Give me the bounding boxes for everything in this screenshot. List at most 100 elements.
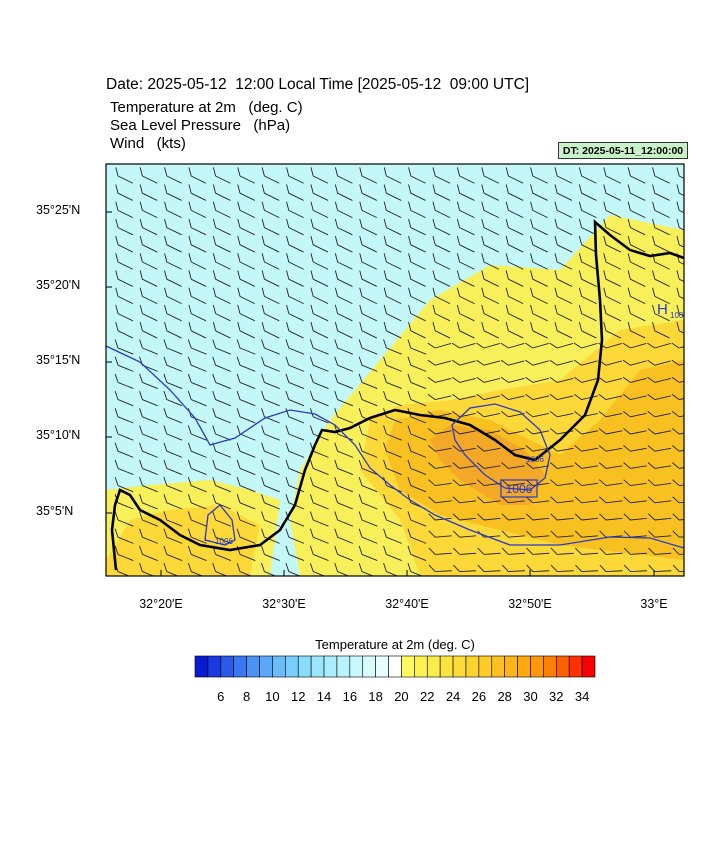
wind-barb bbox=[164, 184, 182, 201]
wind-barb bbox=[310, 304, 329, 322]
wind-barb bbox=[501, 462, 525, 469]
wind-barb bbox=[432, 322, 451, 339]
wind-barb bbox=[114, 390, 134, 407]
lon-label: 32°40'E bbox=[385, 597, 429, 611]
wind-barb bbox=[237, 167, 256, 184]
wind-barb bbox=[163, 494, 183, 510]
wind-barb bbox=[603, 287, 622, 305]
wind-barb bbox=[358, 528, 378, 544]
axis-ticks bbox=[106, 211, 655, 576]
high-pressure-marker: H bbox=[657, 301, 668, 318]
wind-barb bbox=[549, 411, 574, 418]
wind-barb bbox=[525, 342, 549, 349]
colorbar-tick-label: 34 bbox=[574, 689, 590, 704]
wind-barb bbox=[188, 201, 207, 219]
wind-barb bbox=[261, 373, 280, 390]
wind-barb bbox=[309, 425, 329, 441]
wind-barb bbox=[261, 201, 280, 219]
wind-barb bbox=[187, 476, 207, 493]
wind-barb bbox=[554, 167, 573, 184]
wind-barb bbox=[310, 270, 329, 287]
wind-barb bbox=[525, 411, 550, 418]
wind-barb bbox=[647, 393, 671, 401]
wind-barb bbox=[428, 564, 452, 573]
wind-barb bbox=[383, 390, 402, 407]
wind-barb bbox=[525, 376, 549, 383]
wind-barb bbox=[578, 184, 597, 201]
wind-barb bbox=[309, 408, 329, 424]
wind-barb bbox=[164, 218, 182, 236]
colorbar-swatch bbox=[323, 655, 338, 678]
wind-barb bbox=[139, 494, 158, 510]
wind-barb bbox=[212, 339, 232, 355]
wind-barb bbox=[164, 167, 182, 184]
wind-barb bbox=[261, 562, 280, 576]
wind-barb bbox=[383, 459, 402, 476]
wind-barb bbox=[383, 270, 402, 287]
wind-barb bbox=[261, 390, 280, 407]
wind-barb bbox=[481, 184, 500, 201]
wind-barb bbox=[310, 287, 329, 305]
colorbar-swatch bbox=[362, 655, 376, 678]
wind-barb bbox=[188, 236, 207, 253]
wind-barb bbox=[432, 218, 451, 236]
colorbar-tick-label: 16 bbox=[342, 689, 358, 704]
colorbar-tick-label: 22 bbox=[420, 689, 435, 704]
wind-barb bbox=[212, 425, 232, 441]
colorbar-swatch bbox=[517, 655, 531, 678]
wind-barb bbox=[383, 442, 402, 458]
wind-barb bbox=[115, 322, 134, 339]
wind-barb bbox=[139, 167, 158, 184]
wind-barb bbox=[187, 459, 207, 476]
wind-barb bbox=[359, 218, 378, 236]
wind-barb bbox=[236, 390, 256, 407]
colorbar-swatch bbox=[491, 655, 505, 678]
wind-barb bbox=[603, 270, 622, 287]
isobar-label: 1006 bbox=[215, 537, 233, 546]
plot-frame bbox=[105, 163, 685, 577]
wind-barb bbox=[309, 476, 329, 493]
wind-barb bbox=[359, 236, 378, 253]
wind-barb bbox=[139, 373, 158, 390]
wind-barb bbox=[163, 390, 183, 407]
wind-barb bbox=[505, 218, 524, 236]
wind-barb bbox=[237, 322, 256, 339]
wind-barb bbox=[261, 218, 280, 236]
wind-barb bbox=[428, 496, 452, 504]
wind-barb bbox=[285, 476, 305, 493]
wind-barb bbox=[163, 356, 183, 372]
wind-barb bbox=[237, 270, 256, 287]
wind-barb bbox=[549, 393, 574, 401]
wind-barb bbox=[432, 270, 451, 287]
wind-barb bbox=[139, 528, 158, 544]
wind-barb bbox=[237, 201, 256, 219]
wind-barb bbox=[501, 564, 525, 573]
wind-barb bbox=[623, 411, 647, 418]
wind-barb bbox=[525, 359, 549, 366]
wind-barb bbox=[427, 359, 452, 366]
wind-barb bbox=[481, 304, 500, 322]
wind-barb bbox=[578, 201, 597, 219]
wind-barb bbox=[164, 201, 182, 219]
wind-barb bbox=[236, 528, 256, 544]
wind-barb bbox=[383, 528, 402, 544]
field-wind-label: Wind (kts) bbox=[110, 135, 186, 152]
wind-barb bbox=[408, 304, 426, 322]
wind-barb bbox=[383, 322, 402, 339]
wind-barb bbox=[237, 184, 256, 201]
wind-barb bbox=[652, 201, 670, 219]
wind-barb bbox=[481, 218, 500, 236]
wind-barb bbox=[530, 270, 548, 287]
wind-barb bbox=[334, 184, 353, 201]
lat-label: 35°25'N bbox=[36, 203, 81, 217]
wind-barb bbox=[383, 339, 402, 355]
wind-barb bbox=[427, 376, 452, 383]
isobar-label: 1006 bbox=[670, 311, 688, 320]
wind-barb bbox=[578, 322, 597, 339]
colorbar-tick-label: 20 bbox=[394, 689, 409, 704]
wind-barb bbox=[599, 564, 623, 573]
wind-barb bbox=[407, 459, 427, 476]
wind-barb bbox=[188, 304, 207, 322]
colorbar-swatch bbox=[285, 655, 299, 678]
wind-barb bbox=[481, 253, 500, 270]
